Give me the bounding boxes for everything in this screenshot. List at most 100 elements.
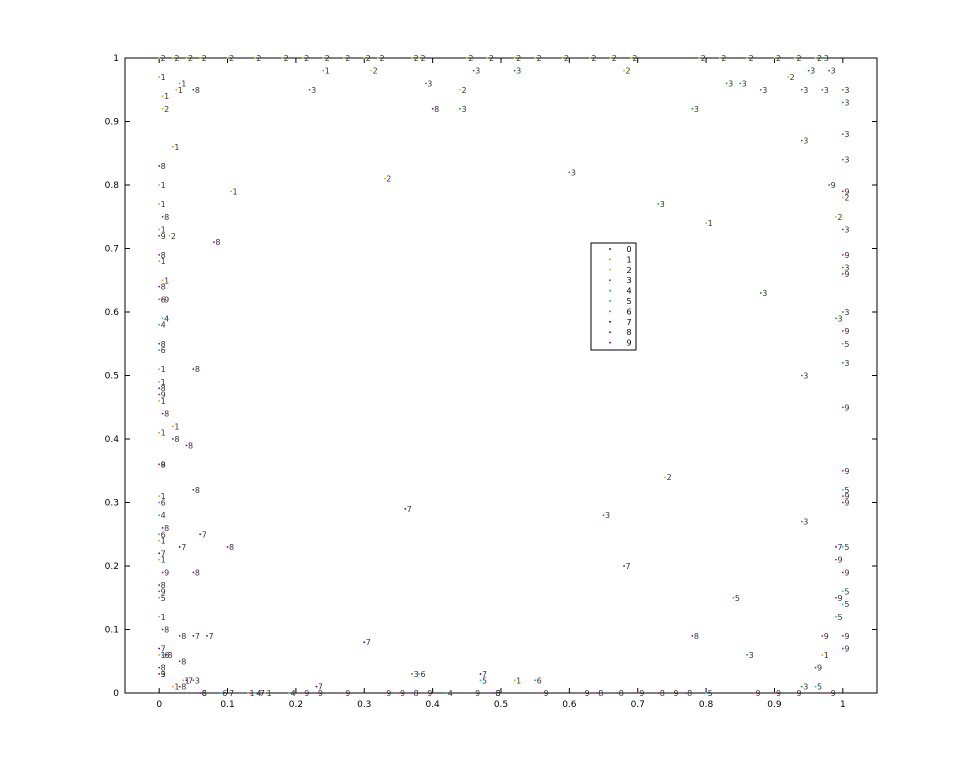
point-label-3: 3: [844, 98, 849, 107]
point-label-9: 9: [844, 187, 849, 196]
point-label-9: 9: [386, 689, 391, 698]
point-label-8: 8: [174, 435, 179, 444]
point-label-2: 2: [164, 105, 169, 114]
point-label-9: 9: [400, 689, 405, 698]
point-label-8: 8: [161, 664, 166, 673]
data-point-9: [161, 298, 164, 301]
data-point-2: [411, 57, 414, 59]
point-label-8: 8: [164, 524, 169, 533]
data-point-3: [841, 133, 844, 136]
point-label-2: 2: [379, 54, 384, 63]
point-label-8: 8: [434, 105, 439, 114]
point-label-2: 2: [844, 194, 849, 203]
y-tick-label: 0.1: [105, 626, 119, 636]
legend: 01 23 456 78 9: [590, 242, 637, 351]
plot-frame: [124, 57, 878, 694]
data-point-8: [158, 342, 161, 345]
data-point-8: [178, 660, 181, 663]
data-point-1: [171, 425, 174, 428]
point-label-2: 2: [537, 54, 542, 63]
data-point-8: [158, 387, 161, 390]
legend-label-0: 0: [626, 245, 631, 254]
legend-swatch-4: [609, 289, 611, 292]
point-label-1: 1: [161, 556, 166, 565]
data-point-9: [794, 692, 796, 694]
data-point-1: [171, 146, 174, 148]
data-point-9: [671, 692, 673, 694]
point-label-9: 9: [844, 645, 849, 654]
data-point-9: [835, 596, 837, 599]
point-label-7: 7: [366, 638, 371, 647]
point-label-2: 2: [373, 67, 378, 76]
data-point-2: [718, 57, 721, 59]
data-point-5: [732, 596, 735, 599]
point-label-7: 7: [482, 670, 487, 679]
data-point-8: [192, 571, 195, 574]
point-label-2: 2: [749, 54, 754, 63]
data-point-1: [247, 692, 249, 694]
y-tick-label: 0.4: [105, 435, 120, 445]
point-label-7: 7: [161, 645, 166, 654]
data-point-2: [664, 476, 666, 478]
data-point-3: [807, 69, 810, 72]
data-point-8: [161, 628, 164, 631]
point-label-9: 9: [161, 670, 166, 679]
point-label-4: 4: [291, 689, 296, 698]
point-label-1: 1: [161, 365, 166, 374]
data-point-9: [753, 692, 755, 694]
data-point-7: [835, 546, 837, 548]
data-point-8: [199, 692, 202, 694]
data-point-4: [445, 692, 448, 694]
data-point-7: [206, 634, 208, 637]
data-point-9: [814, 666, 817, 669]
x-tick-label: 1: [840, 700, 846, 710]
point-label-6: 6: [420, 670, 425, 679]
data-point-4: [158, 514, 161, 517]
point-label-3: 3: [831, 67, 836, 76]
data-point-9: [835, 558, 837, 561]
legend-label-3: 3: [626, 276, 631, 285]
data-point-2: [185, 57, 188, 59]
data-point-3: [800, 88, 803, 91]
axis-ticks: 0 0.1 0.2 0.3 0.4 0.5 0.6 0.7 0.8 0.9 1 0 0.1 0.2 0.3 0…: [105, 54, 877, 710]
point-label-3: 3: [803, 518, 808, 527]
point-label-1: 1: [824, 651, 829, 660]
data-point-5: [841, 488, 844, 491]
point-label-9: 9: [844, 632, 849, 641]
data-point-6: [534, 679, 537, 682]
point-label-9: 9: [844, 492, 849, 501]
point-label-5: 5: [844, 587, 849, 596]
point-label-5: 5: [735, 594, 740, 603]
data-point-1: [182, 679, 185, 682]
y-tick-label: 0.9: [105, 118, 120, 128]
data-point-3: [657, 203, 660, 205]
data-point-1: [158, 654, 161, 656]
point-label-9: 9: [161, 232, 166, 241]
point-label-7: 7: [181, 543, 186, 552]
point-label-1: 1: [164, 276, 169, 285]
point-label-6: 6: [161, 530, 166, 539]
point-label-3: 3: [516, 67, 521, 76]
point-label-9: 9: [831, 181, 836, 190]
point-label-6: 6: [161, 499, 166, 508]
data-point-2: [841, 196, 844, 199]
point-label-3: 3: [427, 79, 432, 88]
point-label-3: 3: [475, 67, 480, 76]
point-label-9: 9: [844, 568, 849, 577]
data-point-8: [178, 634, 181, 637]
point-label-5: 5: [844, 543, 849, 552]
x-tick-label: 0: [156, 700, 162, 710]
data-point-1: [161, 279, 164, 282]
point-label-7: 7: [188, 676, 193, 685]
data-point-5: [841, 342, 844, 345]
data-point-8: [185, 444, 188, 447]
data-point-5: [814, 685, 817, 688]
point-label-8: 8: [164, 213, 169, 222]
data-point-7: [185, 679, 188, 682]
data-point-8: [161, 412, 164, 415]
data-point-9: [841, 647, 844, 650]
data-point-5: [835, 615, 837, 618]
x-tick-label: 0.7: [631, 700, 645, 710]
x-tick-label: 0.9: [767, 700, 782, 710]
point-label-3: 3: [844, 86, 849, 95]
